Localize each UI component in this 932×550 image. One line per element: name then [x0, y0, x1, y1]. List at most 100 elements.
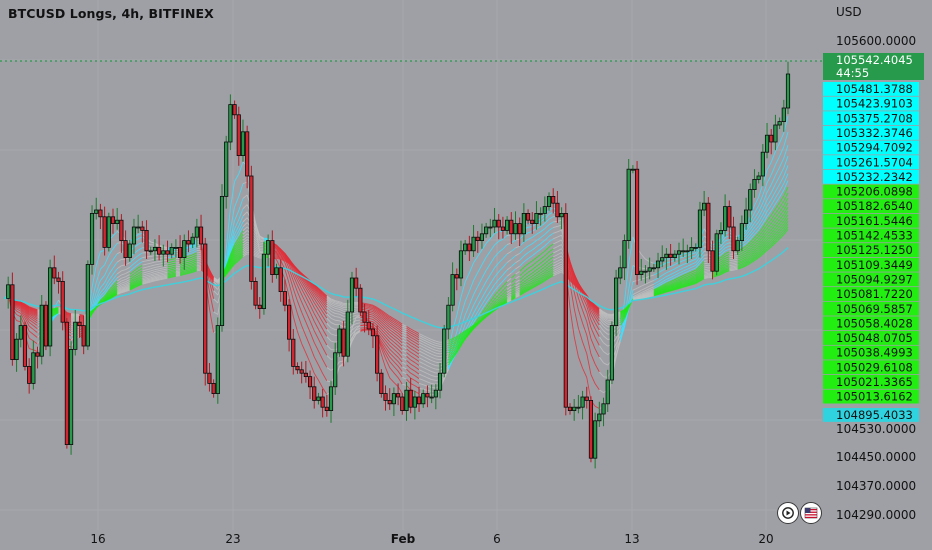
ribbon-label-box	[823, 213, 919, 228]
ribbon-label: 105013.6162	[836, 390, 913, 404]
ma-line	[259, 240, 265, 243]
ma-line	[695, 280, 701, 284]
ma-line	[100, 264, 105, 270]
ma-line	[536, 283, 541, 287]
ma-line	[683, 252, 688, 255]
ma-line	[737, 262, 743, 265]
x-tick-label: 16	[90, 532, 105, 546]
ma-line	[276, 251, 281, 254]
ma-line	[137, 280, 143, 284]
ma-line	[196, 251, 202, 254]
replay-icon[interactable]	[777, 502, 799, 524]
ma-line	[192, 258, 198, 262]
ma-line	[678, 276, 684, 280]
ma-line	[230, 263, 235, 270]
ma-line	[766, 199, 772, 207]
ma-line	[754, 232, 759, 238]
ma-line	[758, 252, 764, 257]
ma-line	[712, 271, 717, 274]
ma-line	[188, 266, 193, 270]
ma-line	[313, 295, 319, 302]
candle-up	[6, 284, 11, 299]
ma-line	[129, 282, 135, 287]
ma-line	[498, 280, 504, 286]
ma-line	[255, 255, 260, 259]
ma-line	[326, 299, 332, 304]
ma-line	[385, 327, 391, 333]
ma-line	[762, 211, 768, 220]
ma-line	[309, 362, 315, 374]
ma-line	[108, 291, 114, 296]
candle-up	[479, 233, 485, 242]
candle-up	[601, 403, 606, 415]
ma-line	[557, 219, 562, 222]
ma-line	[104, 266, 110, 276]
ma-line	[335, 305, 340, 308]
ma-line	[79, 315, 84, 318]
ma-line	[770, 230, 776, 237]
ma-line	[326, 302, 332, 307]
ma-line	[385, 312, 390, 317]
ma-line	[16, 304, 21, 307]
ma-line	[435, 345, 441, 347]
us-flag-icon[interactable]	[800, 502, 822, 524]
ma-line	[137, 267, 143, 272]
candle-up	[14, 338, 19, 361]
ma-line	[586, 377, 592, 401]
ma-line	[242, 211, 248, 217]
candle-up	[240, 131, 246, 157]
ma-line	[456, 340, 462, 345]
ma-line	[20, 308, 26, 316]
ma-line	[418, 333, 424, 337]
ma-line	[142, 273, 147, 276]
ma-line	[192, 246, 198, 250]
ma-line	[678, 273, 684, 276]
ma-line	[741, 258, 747, 262]
ma-line	[423, 359, 428, 363]
candle-down	[186, 240, 191, 245]
ma-line	[770, 233, 776, 239]
ma-line	[758, 208, 764, 218]
ma-line	[414, 339, 420, 343]
ma-line	[393, 361, 399, 367]
ma-line	[577, 356, 583, 369]
ma-line	[393, 357, 399, 362]
ma-line	[741, 261, 747, 265]
ma-line	[356, 322, 361, 325]
ma-line	[125, 285, 130, 289]
ma-line	[406, 360, 411, 365]
ma-line	[494, 300, 500, 305]
ma-line	[510, 273, 516, 279]
ma-line	[406, 326, 411, 330]
ma-line	[242, 244, 248, 248]
candle-up	[572, 406, 577, 412]
ma-line	[129, 285, 135, 289]
ma-line	[456, 337, 462, 342]
ma-line	[615, 339, 621, 351]
ma-line	[506, 259, 512, 263]
ma-line	[720, 247, 726, 253]
candle-up	[136, 226, 141, 229]
ma-line	[142, 271, 147, 274]
x-tick-label: 23	[225, 532, 240, 546]
ma-line	[779, 132, 785, 144]
ma-line	[683, 281, 688, 284]
ma-line	[100, 291, 105, 297]
ma-line	[146, 275, 151, 278]
ma-line	[28, 317, 34, 321]
ma-line	[510, 262, 516, 268]
ma-line	[393, 349, 399, 354]
candle-up	[194, 226, 199, 238]
ma-line	[485, 283, 491, 291]
ma-line	[129, 279, 135, 284]
candle-up	[614, 277, 619, 326]
ma-line	[594, 310, 600, 317]
ma-line	[196, 259, 202, 262]
ma-line	[150, 278, 156, 281]
ma-line	[142, 260, 147, 263]
ma-line	[418, 387, 424, 390]
ma-line	[527, 255, 533, 259]
ma-line	[674, 272, 680, 276]
ribbon-label-box	[823, 375, 919, 389]
